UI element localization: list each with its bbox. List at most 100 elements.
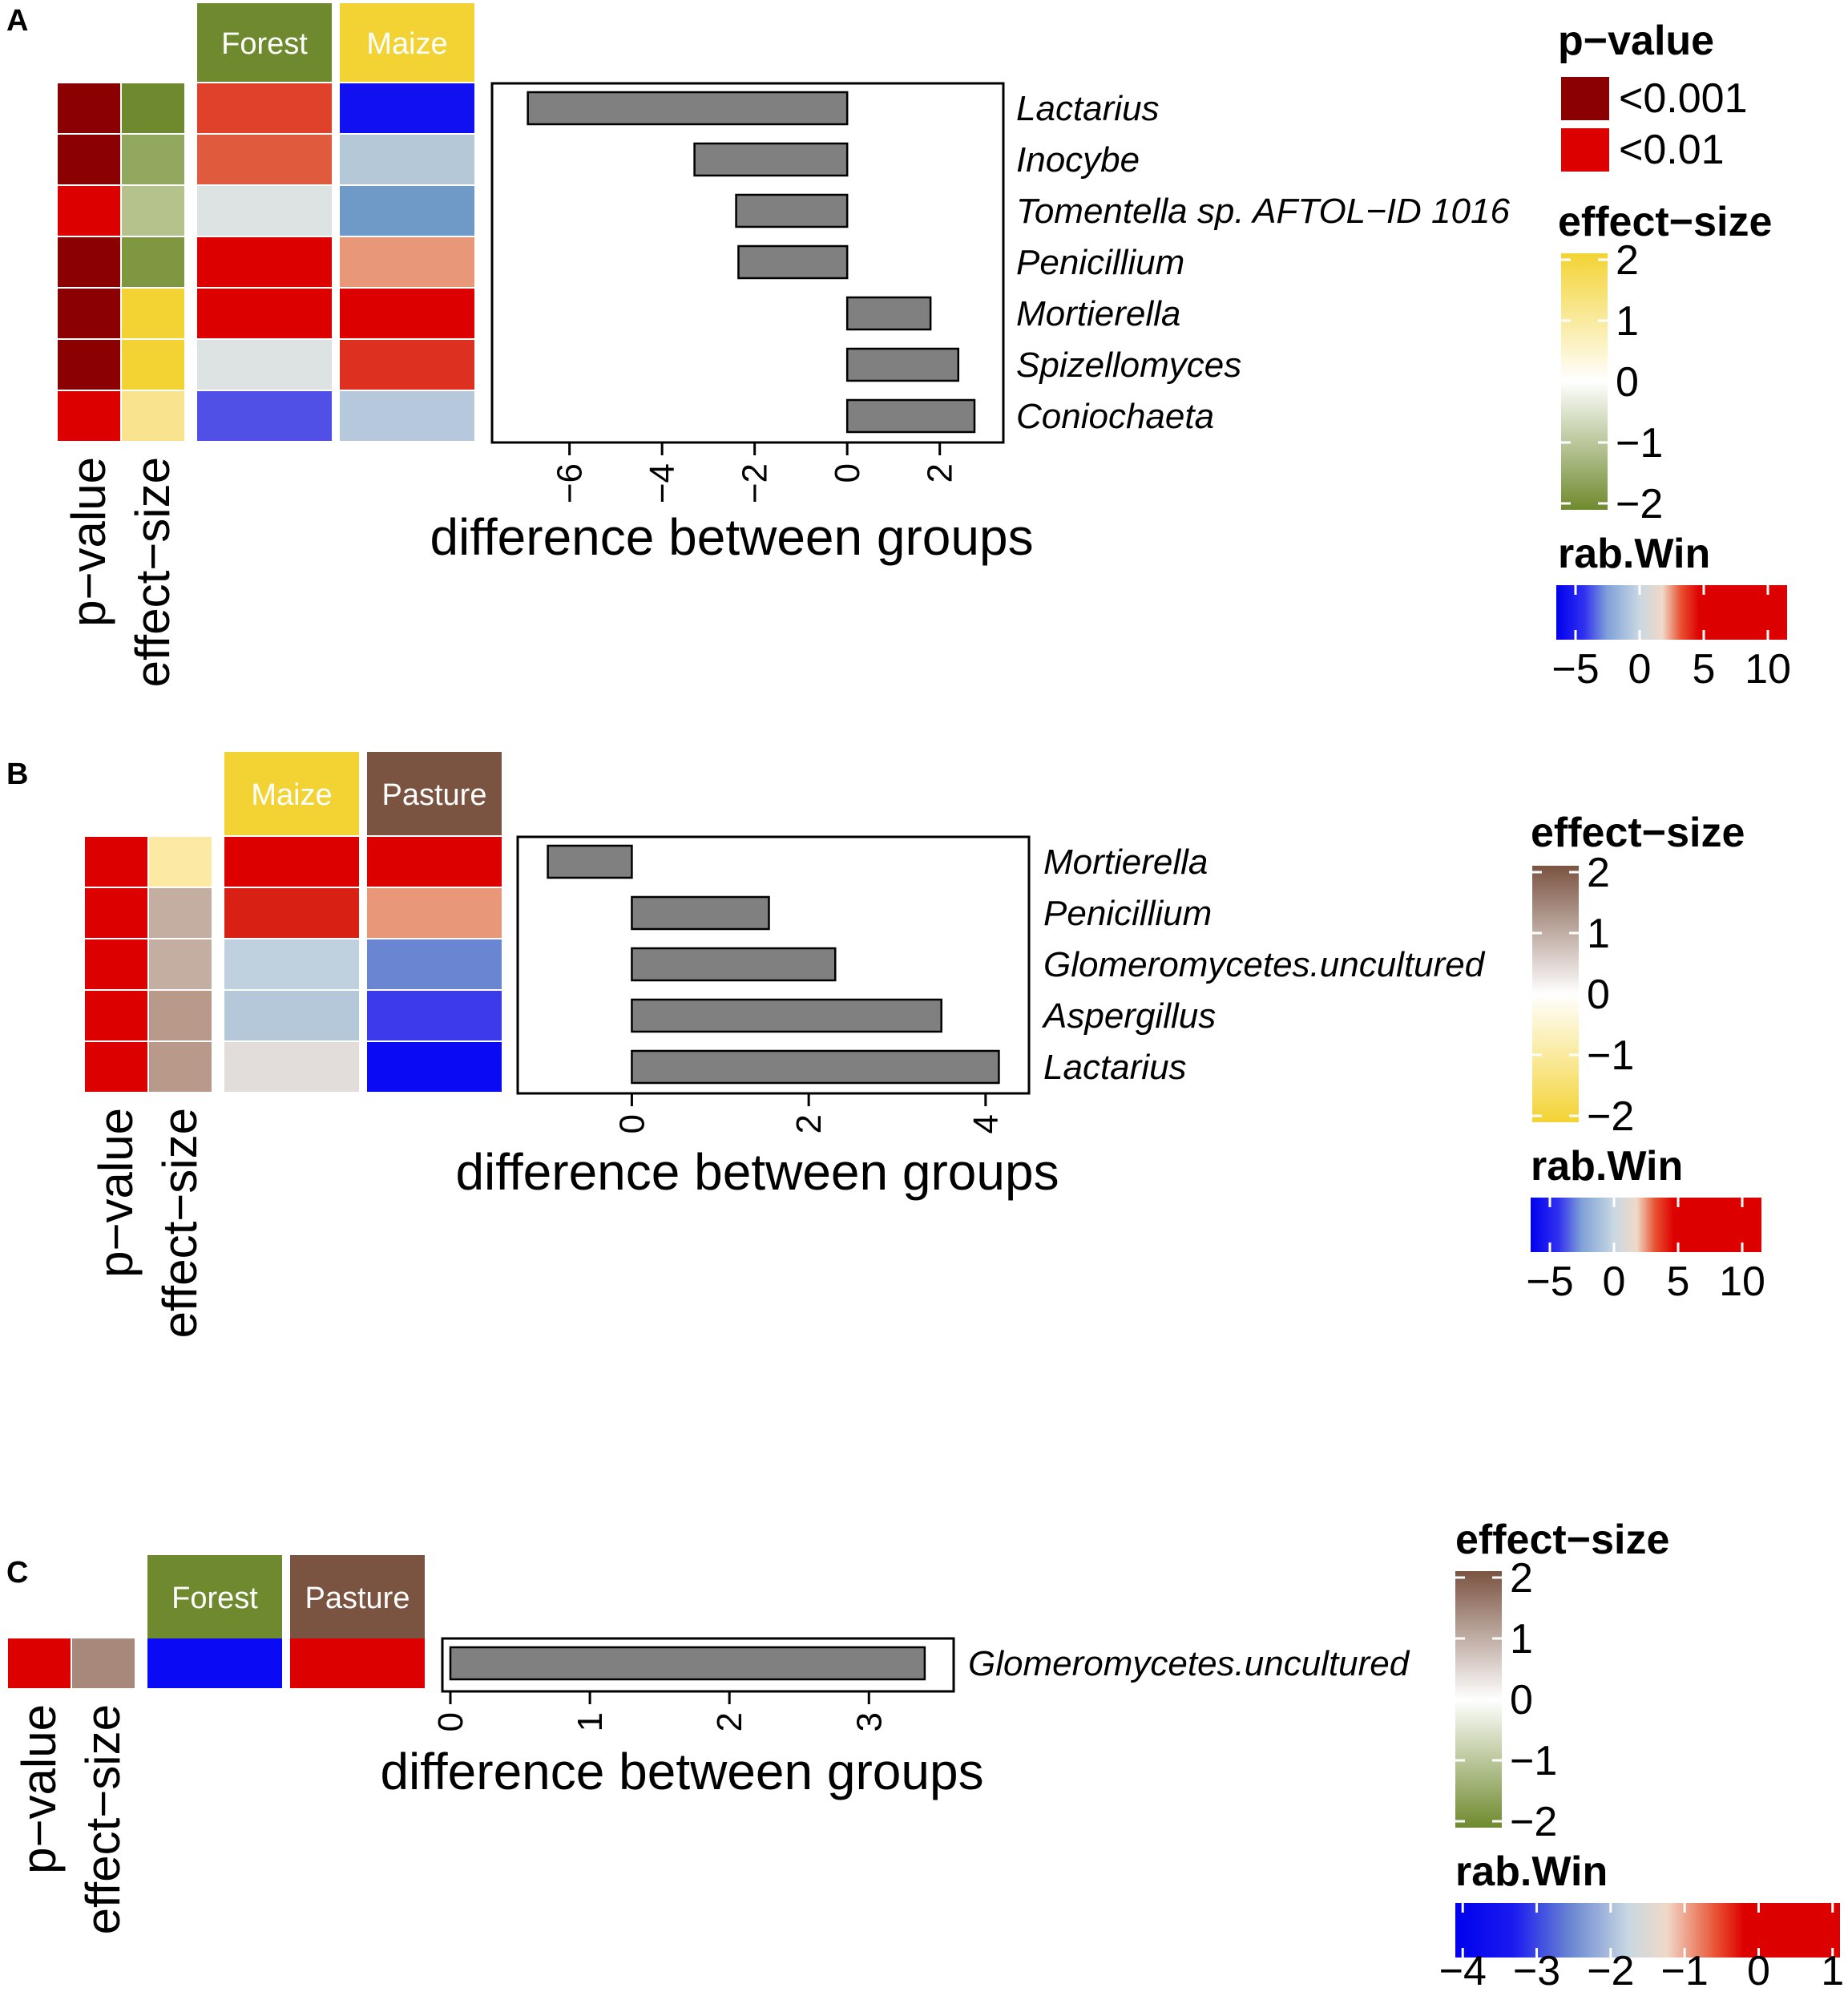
x-tick-label: −2	[736, 463, 775, 503]
x-tick-label: −6	[551, 463, 590, 503]
p-value-cell	[8, 1638, 71, 1688]
rab-cell-group1	[197, 289, 332, 338]
x-tick-label: 0	[431, 1712, 470, 1731]
bar	[735, 193, 849, 228]
rab-cell-group1	[147, 1638, 282, 1688]
rab-win-tick-label: 0	[1628, 646, 1652, 693]
rab-win-tick-label: −3	[1513, 1948, 1560, 1994]
effect-size-cell	[122, 135, 184, 184]
rab-cell-group1	[224, 888, 359, 938]
p-value-legend-label: <0.01	[1619, 127, 1725, 173]
x-axis-title: difference between groups	[455, 1143, 1059, 1201]
rab-win-colorbar	[1455, 1903, 1840, 1958]
effect-size-cell	[149, 888, 212, 938]
panel-letter: A	[6, 4, 28, 38]
rab-cell-group1	[224, 1042, 359, 1092]
x-tick-label: 4	[966, 1114, 1006, 1133]
group-header-box	[290, 1555, 425, 1638]
group-header-label: Forest	[171, 1582, 258, 1615]
effect-size-column-label: effect−size	[76, 1704, 130, 1934]
group-header-label: Forest	[221, 27, 308, 61]
effect-size-cell	[122, 391, 184, 441]
effect-size-tick-label: −1	[1510, 1738, 1557, 1784]
plot-frame	[490, 82, 1005, 444]
rab-cell-group2	[367, 939, 502, 989]
rab-win-tick-label: 5	[1693, 646, 1716, 693]
x-tick-label: 2	[789, 1114, 829, 1133]
rab-win-tick-label: 0	[1603, 1259, 1626, 1305]
x-axis-title: difference between groups	[380, 1743, 983, 1800]
taxon-label: Spizellomyces	[1016, 345, 1241, 385]
group-header-box	[367, 752, 502, 835]
rab-win-tick-label: 10	[1719, 1259, 1765, 1305]
effect-size-tick-label: −2	[1510, 1799, 1557, 1845]
bar	[631, 947, 837, 982]
group-header-label: Maize	[366, 27, 447, 61]
x-tick-label: 3	[849, 1712, 889, 1731]
effect-size-tick-label: −2	[1587, 1093, 1634, 1140]
effect-size-cell	[149, 837, 212, 887]
taxon-label: Inocybe	[1016, 140, 1140, 180]
p-value-legend-swatch	[1561, 128, 1609, 172]
x-axis-title: difference between groups	[430, 508, 1033, 566]
bar	[845, 398, 976, 434]
effect-size-tick-label: 2	[1510, 1555, 1533, 1602]
rab-win-colorbar	[1556, 585, 1787, 640]
rab-win-tick-label: −1	[1661, 1948, 1709, 1994]
p-value-cell	[58, 186, 120, 236]
effect-size-cell	[122, 186, 184, 236]
effect-size-cell	[122, 340, 184, 390]
rab-cell-group1	[224, 837, 359, 887]
rab-win-tick-label: −5	[1526, 1259, 1573, 1305]
p-value-cell	[58, 340, 120, 390]
plot-frame	[516, 835, 1031, 1095]
bar	[547, 844, 633, 879]
rab-win-tick-label: 10	[1745, 646, 1791, 693]
rab-cell-group2	[290, 1638, 425, 1688]
rab-win-tick-label: 5	[1667, 1259, 1690, 1305]
p-value-legend-title: p−value	[1558, 18, 1714, 64]
rab-win-tick-label: −4	[1439, 1948, 1487, 1994]
rab-cell-group1	[224, 991, 359, 1040]
rab-cell-group2	[367, 991, 502, 1040]
effect-size-tick-label: 1	[1510, 1616, 1533, 1663]
effect-size-tick-label: 0	[1587, 972, 1610, 1018]
rab-cell-group2	[340, 237, 474, 287]
effect-size-tick-label: 0	[1510, 1677, 1533, 1723]
bar	[631, 998, 942, 1033]
panel-letter: B	[6, 758, 28, 791]
rab-win-tick-label: −5	[1551, 646, 1599, 693]
effect-size-column-label: effect−size	[153, 1108, 207, 1338]
p-value-cell	[58, 83, 120, 133]
bar	[737, 244, 849, 280]
x-tick-label: −4	[643, 463, 682, 503]
taxon-label: Tomentella sp. AFTOL−ID 1016	[1016, 192, 1510, 231]
rab-win-colorbar	[1531, 1198, 1761, 1252]
rab-cell-group2	[340, 135, 474, 184]
rab-win-tick-label: −2	[1587, 1948, 1634, 1994]
rab-cell-group2	[340, 340, 474, 390]
bar	[631, 895, 770, 931]
taxon-label: Lactarius	[1043, 1048, 1187, 1087]
p-value-cell	[58, 237, 120, 287]
bar	[845, 347, 960, 382]
effect-size-tick-label: −1	[1587, 1032, 1634, 1079]
x-tick-label: 1	[571, 1712, 610, 1731]
bar	[527, 91, 849, 126]
effect-size-tick-label: −2	[1616, 481, 1663, 527]
taxon-label: Glomeromycetes.uncultured	[968, 1644, 1410, 1683]
p-value-cell	[58, 135, 120, 184]
group-header-box	[197, 3, 332, 82]
plot-frame	[441, 1637, 955, 1693]
rab-cell-group2	[340, 289, 474, 338]
rab-cell-group1	[197, 135, 332, 184]
p-value-legend-label: <0.001	[1619, 75, 1748, 122]
rab-cell-group2	[340, 186, 474, 236]
legend: p−value<0.001<0.01effect−size210−1−2rab.…	[1551, 18, 1791, 693]
x-tick-label: 2	[710, 1712, 749, 1731]
taxon-label: Lactarius	[1016, 89, 1160, 128]
